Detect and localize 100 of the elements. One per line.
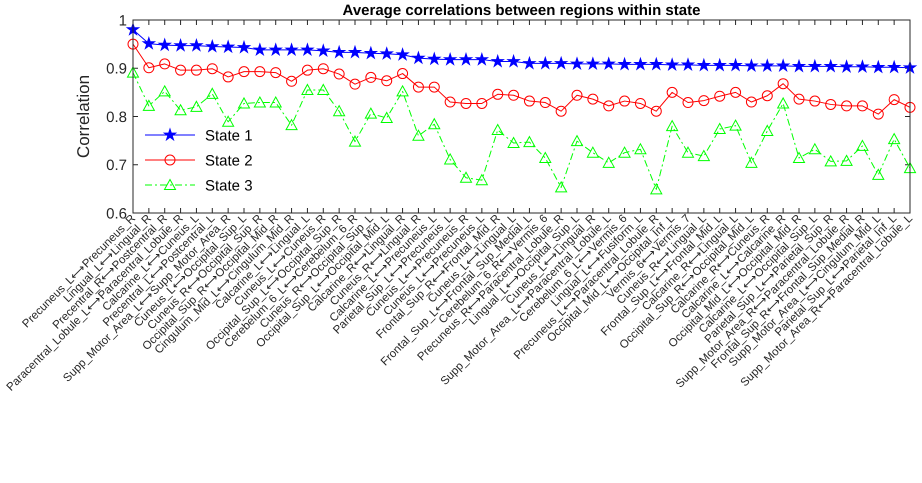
point	[808, 60, 822, 72]
point	[206, 88, 218, 99]
y-tick-label: 0.8	[106, 108, 127, 126]
point	[872, 108, 884, 120]
point	[761, 124, 774, 136]
point	[444, 53, 456, 65]
point	[554, 56, 568, 69]
point	[476, 53, 488, 65]
point	[444, 96, 456, 108]
point	[793, 152, 805, 163]
point	[380, 47, 393, 60]
point	[524, 96, 535, 107]
point	[729, 58, 742, 71]
point	[523, 136, 536, 148]
point	[142, 37, 156, 49]
point	[888, 94, 900, 106]
point	[175, 64, 186, 76]
point	[301, 84, 314, 95]
point	[650, 58, 662, 70]
point	[222, 71, 234, 82]
point	[904, 102, 916, 113]
point	[444, 153, 456, 164]
point	[142, 100, 155, 111]
point	[888, 133, 900, 144]
point	[761, 59, 774, 72]
point	[350, 78, 360, 90]
chart-title: Average correlations between regions within state	[342, 2, 700, 19]
point	[634, 143, 646, 154]
point	[840, 154, 853, 166]
point	[412, 82, 424, 93]
y-tick-label: 1	[118, 12, 127, 30]
point	[302, 64, 313, 76]
point	[809, 96, 820, 107]
point	[556, 106, 567, 117]
point	[334, 68, 345, 80]
point	[190, 100, 202, 112]
point	[540, 97, 551, 108]
point	[332, 46, 346, 58]
point	[650, 106, 662, 117]
point	[158, 38, 171, 50]
point	[238, 97, 250, 108]
point	[572, 90, 582, 101]
point	[539, 152, 552, 163]
point	[397, 68, 408, 80]
point	[159, 58, 170, 70]
point	[634, 98, 646, 109]
point	[286, 119, 298, 130]
point	[746, 96, 757, 108]
point	[508, 90, 520, 101]
point	[174, 39, 187, 51]
point	[143, 62, 154, 74]
point	[778, 78, 789, 90]
point	[381, 75, 392, 86]
point	[698, 58, 710, 71]
point	[776, 59, 790, 72]
point	[666, 86, 678, 98]
point	[745, 59, 758, 72]
point	[286, 76, 298, 87]
point	[792, 60, 806, 72]
point	[285, 43, 298, 56]
point	[794, 94, 804, 105]
point	[618, 146, 631, 158]
point	[872, 60, 884, 73]
point	[508, 137, 520, 148]
point	[856, 140, 868, 151]
point	[714, 123, 726, 134]
point	[128, 38, 138, 50]
point	[666, 58, 678, 70]
point	[825, 98, 836, 110]
point	[190, 39, 203, 51]
point	[904, 162, 916, 174]
point	[586, 146, 599, 158]
legend-label: State 1	[205, 127, 253, 144]
point	[730, 120, 742, 131]
y-axis-title: Correlation	[74, 74, 93, 158]
point	[824, 155, 837, 166]
point	[523, 56, 536, 69]
point	[460, 53, 472, 65]
point	[301, 43, 314, 56]
point	[714, 90, 726, 102]
point	[634, 58, 647, 70]
point	[666, 120, 678, 132]
point	[650, 183, 662, 194]
point	[888, 60, 900, 73]
point	[619, 96, 630, 107]
point	[476, 174, 488, 186]
point	[730, 86, 742, 98]
point	[539, 56, 552, 69]
point	[238, 66, 250, 78]
point	[460, 172, 472, 183]
point	[745, 156, 758, 168]
point	[270, 43, 282, 56]
point	[206, 63, 218, 74]
point	[333, 105, 346, 116]
point	[824, 60, 837, 72]
point	[762, 90, 773, 102]
point	[348, 46, 362, 58]
legend-label: State 3	[205, 177, 253, 194]
point	[365, 72, 376, 83]
point	[206, 40, 218, 52]
